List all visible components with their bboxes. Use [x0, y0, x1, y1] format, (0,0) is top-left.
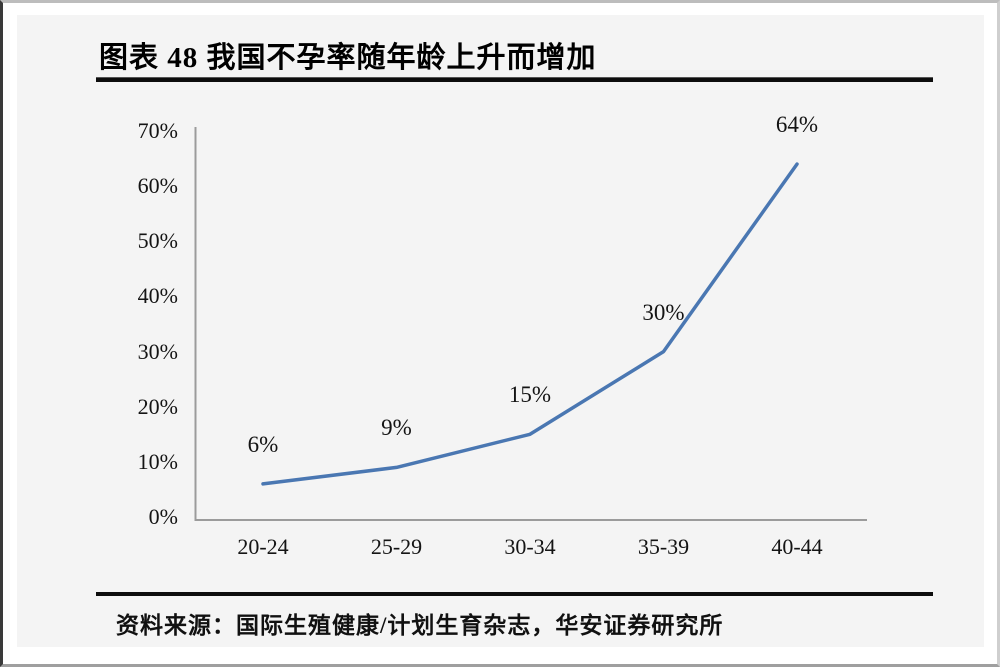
chart-card: [17, 15, 984, 647]
x-tick-label: 20-24: [237, 534, 289, 559]
y-tick-label: 70%: [137, 118, 178, 144]
x-tick-label: 40-44: [771, 534, 823, 559]
data-label: 30%: [642, 299, 685, 325]
x-tick-label: 35-39: [637, 534, 690, 559]
y-tick-label: 60%: [137, 173, 178, 199]
data-label: 9%: [381, 415, 412, 441]
title-divider: [96, 77, 933, 82]
x-tick-label: 30-34: [504, 534, 556, 559]
x-tick-label: 25-29: [370, 534, 423, 559]
data-label: 15%: [508, 382, 552, 408]
y-tick-label: 30%: [137, 338, 178, 364]
y-tick-label: 10%: [137, 448, 178, 474]
footer-divider: [96, 592, 933, 596]
source-note: 资料来源：国际生殖健康/计划生育杂志，华安证券研究所: [116, 613, 724, 638]
infertility-rate-line: [261, 162, 799, 486]
y-tick-label: 20%: [137, 393, 178, 419]
data-label: 64%: [775, 112, 819, 138]
data-label: 6%: [247, 431, 279, 457]
chart-title: 图表 48 我国不孕率随年龄上升而增加: [99, 42, 597, 74]
y-tick-label: 40%: [137, 283, 178, 309]
y-tick-label: 0%: [148, 504, 178, 529]
y-tick-label: 50%: [137, 228, 178, 254]
